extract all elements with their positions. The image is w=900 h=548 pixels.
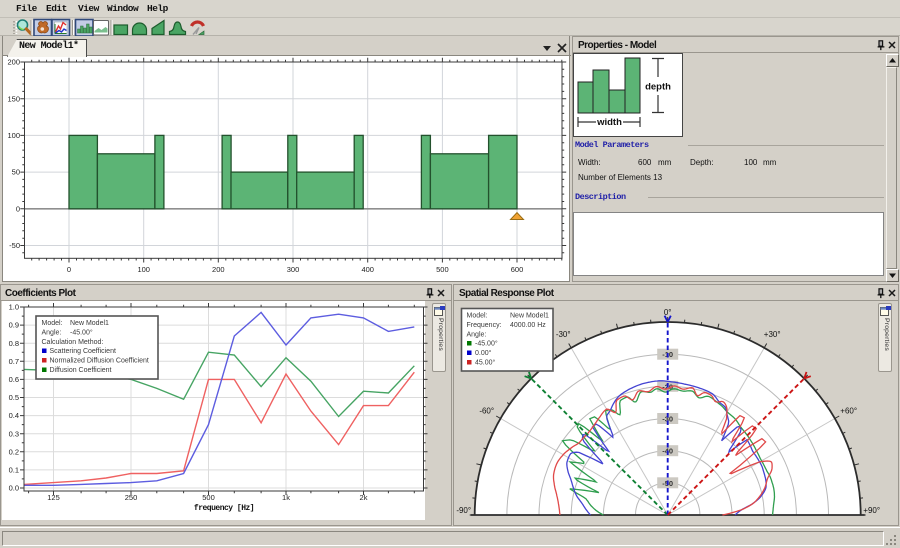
svg-text:Calculation Method:: Calculation Method:	[42, 339, 104, 346]
svg-text:100: 100	[7, 131, 20, 140]
svg-text:0.1: 0.1	[9, 466, 19, 475]
svg-text:-30°: -30°	[556, 330, 571, 339]
svg-text:0.4: 0.4	[9, 411, 19, 420]
svg-text:-45.00°: -45.00°	[70, 329, 93, 337]
svg-text:+90°: +90°	[863, 506, 880, 515]
svg-text:-45.00°: -45.00°	[475, 340, 498, 348]
svg-text:500: 500	[436, 265, 449, 274]
svg-text:0.6: 0.6	[9, 375, 19, 384]
svg-text:600: 600	[511, 265, 524, 274]
svg-text:Model:: Model:	[42, 320, 63, 327]
svg-text:Model:: Model:	[467, 313, 488, 320]
svg-text:1.0: 1.0	[9, 303, 19, 312]
svg-text:0.00°: 0.00°	[475, 349, 492, 357]
svg-text:0.9: 0.9	[9, 321, 19, 330]
svg-text:50: 50	[12, 168, 20, 177]
svg-text:width: width	[596, 117, 622, 128]
svg-text:200: 200	[212, 265, 225, 274]
svg-text:125: 125	[47, 493, 60, 502]
svg-text:150: 150	[7, 94, 20, 103]
svg-text:250: 250	[125, 493, 138, 502]
svg-text:-50: -50	[9, 241, 20, 250]
svg-text:Frequency:: Frequency:	[467, 322, 502, 329]
svg-text:45.00°: 45.00°	[475, 359, 496, 367]
svg-text:0°: 0°	[664, 308, 672, 317]
svg-text:2k: 2k	[360, 493, 368, 502]
svg-text:100: 100	[137, 265, 150, 274]
svg-text:-60°: -60°	[479, 407, 494, 416]
svg-text:0: 0	[67, 265, 71, 274]
svg-text:200: 200	[7, 58, 20, 67]
svg-text:300: 300	[287, 265, 300, 274]
svg-text:-90°: -90°	[456, 506, 471, 515]
svg-text:1k: 1k	[282, 493, 290, 502]
svg-text:0.2: 0.2	[9, 447, 19, 456]
svg-text:New Model1: New Model1	[70, 320, 109, 327]
svg-text:0: 0	[16, 204, 20, 213]
svg-text:0.5: 0.5	[9, 393, 19, 402]
svg-text:500: 500	[202, 493, 215, 502]
svg-text:-30: -30	[662, 415, 673, 424]
svg-text:Angle:: Angle:	[467, 332, 487, 339]
svg-text:Scattering Coefficient: Scattering Coefficient	[50, 348, 116, 355]
svg-text:0.3: 0.3	[9, 429, 19, 438]
svg-text:0.0: 0.0	[9, 484, 19, 493]
svg-text:New Model1: New Model1	[510, 313, 549, 320]
svg-text:depth: depth	[645, 82, 671, 93]
svg-text:Normalized Diffusion Coefficie: Normalized Diffusion Coefficient	[50, 358, 149, 365]
svg-text:+30°: +30°	[764, 330, 781, 339]
svg-text:400: 400	[361, 265, 374, 274]
svg-text:0.8: 0.8	[9, 339, 19, 348]
svg-text:+60°: +60°	[840, 407, 857, 416]
svg-text:Diffusion Coefficient: Diffusion Coefficient	[50, 367, 112, 374]
svg-text:4000.00 Hz: 4000.00 Hz	[510, 322, 546, 329]
svg-text:0.7: 0.7	[9, 357, 19, 366]
svg-text:Angle:: Angle:	[42, 330, 62, 337]
svg-text:frequency [Hz]: frequency [Hz]	[194, 504, 254, 513]
